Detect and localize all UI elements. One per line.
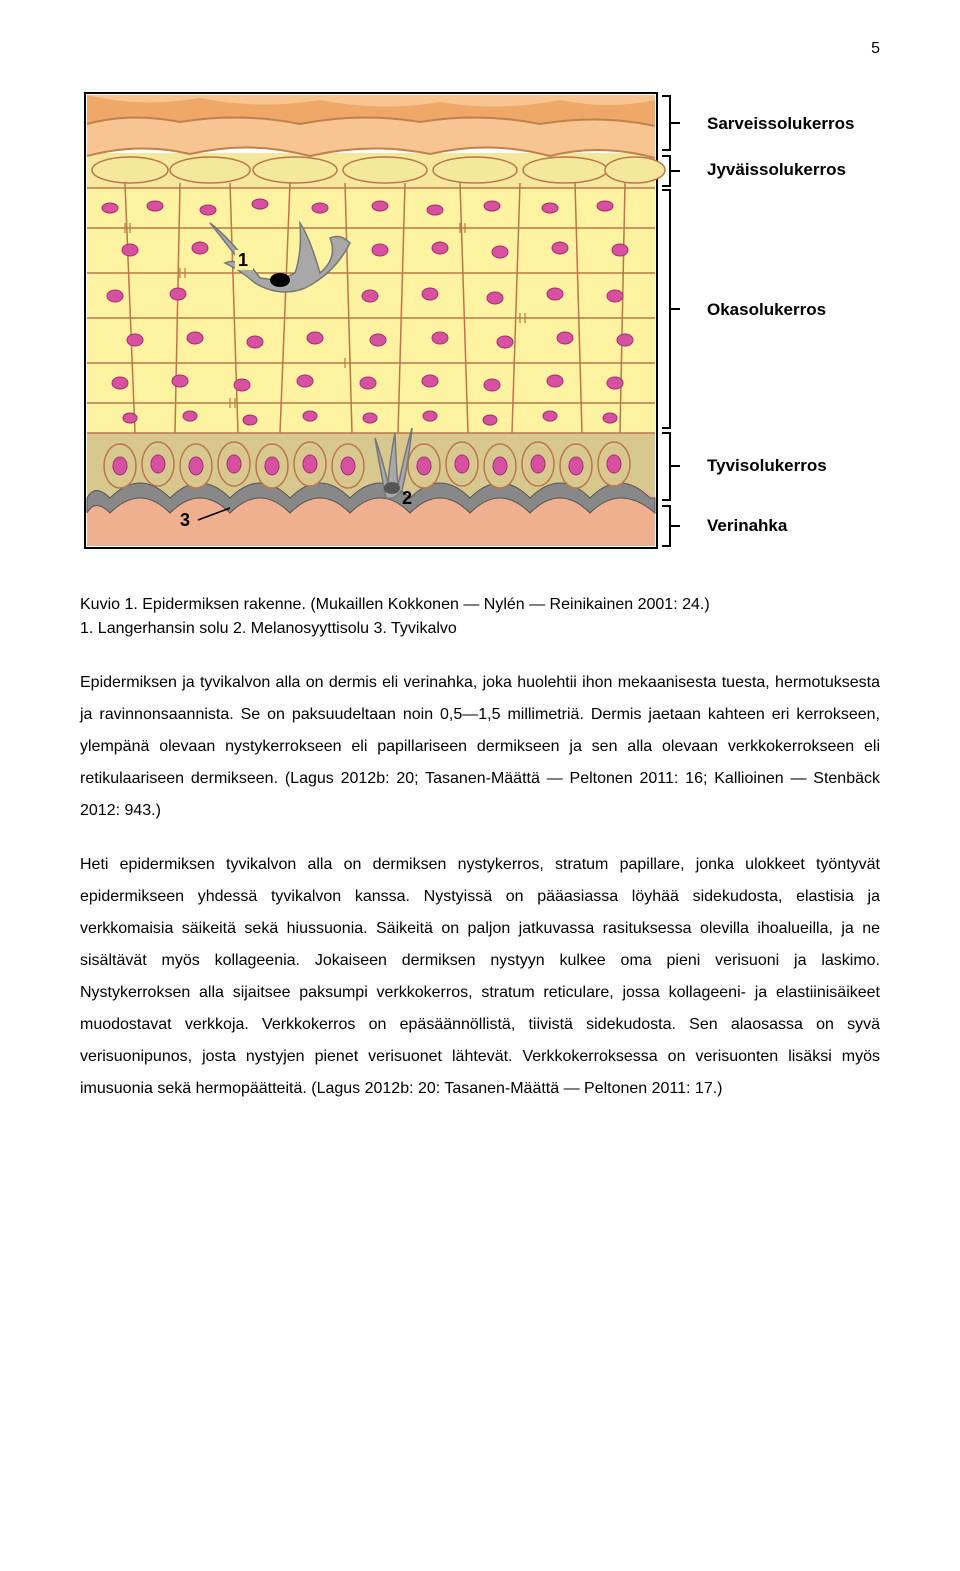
label-tyvisolukerros: Tyvisolukerros [707,456,827,476]
diagram-marker-3: 3 [180,510,190,530]
diagram-marker-2: 2 [402,488,412,508]
page-number: 5 [80,40,880,58]
label-sarveissolukerros: Sarveissolukerros [707,114,854,134]
label-okasolukerros: Okasolukerros [707,300,826,320]
body-paragraph: Heti epidermiksen tyvikalvon alla on der… [80,849,880,1105]
epidermis-diagram: 1 2 3 Sarveissolukerros Jyväissolukerros… [80,88,880,563]
caption-line-1: Kuvio 1. Epidermiksen rakenne. (Mukaille… [80,596,710,613]
diagram-illustration: 1 2 3 [80,88,695,563]
intro-paragraph: Epidermiksen ja tyvikalvon alla on dermi… [80,667,880,827]
figure-caption: Kuvio 1. Epidermiksen rakenne. (Mukaille… [80,593,880,641]
diagram-layer-labels: Sarveissolukerros Jyväissolukerros Okaso… [695,88,880,563]
caption-line-2: 1. Langerhansin solu 2. Melanosyyttisolu… [80,620,457,637]
diagram-marker-1: 1 [238,250,248,270]
label-jyvaissolukerros: Jyväissolukerros [707,160,846,180]
label-verinahka: Verinahka [707,516,787,536]
